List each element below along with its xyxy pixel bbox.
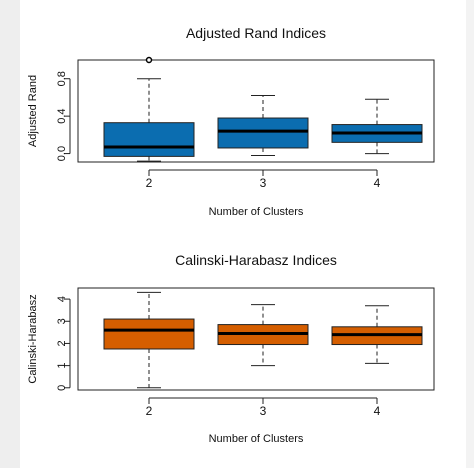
chart-canvas: Adjusted Rand Indices 0.0 0.4 0.8 Adjusted R… <box>27 25 435 445</box>
box-group-3 <box>217 95 309 156</box>
iqr-box <box>217 117 309 149</box>
adjusted-rand-panel: Adjusted Rand Indices 0.0 0.4 0.8 Adjusted R… <box>27 25 435 218</box>
chart-title: Calinski-Harabasz Indices <box>175 252 337 268</box>
plot-border <box>77 59 435 163</box>
chart-title: Adjusted Rand Indices <box>186 25 326 41</box>
box-group-2 <box>103 291 195 389</box>
x-tick-label: 3 <box>260 176 267 190</box>
iqr-box <box>103 318 195 350</box>
y-tick-label: 4 <box>56 296 68 302</box>
window-left-strip <box>0 0 20 468</box>
outlier-point <box>145 56 153 64</box>
y-tick-label: 2 <box>56 340 68 346</box>
x-tick-label: 4 <box>374 404 381 418</box>
iqr-box <box>103 122 195 157</box>
x-tick-label: 4 <box>374 176 381 190</box>
y-tick-label: 1 <box>56 363 68 369</box>
box-group-2 <box>103 56 195 162</box>
box-group-4 <box>331 305 423 364</box>
x-tick-label: 2 <box>146 404 153 418</box>
box-group-3 <box>217 304 309 367</box>
y-tick-label: 0.4 <box>56 108 68 123</box>
x-axis-label: Number of Clusters <box>209 206 304 218</box>
y-tick-label: 0.8 <box>56 71 68 86</box>
y-axis-label: Calinski-Harabasz <box>27 294 39 383</box>
box-group-4 <box>331 98 423 155</box>
x-tick-label: 3 <box>260 404 267 418</box>
x-axis-label: Number of Clusters <box>209 433 304 445</box>
y-tick-label: 0.0 <box>56 146 68 161</box>
x-tick-label: 2 <box>146 176 153 190</box>
y-axis-label: Adjusted Rand <box>27 75 39 147</box>
y-tick-label: 0 <box>56 385 68 391</box>
plot-border <box>77 287 435 391</box>
y-tick-label: 3 <box>56 318 68 324</box>
plot-area: Adjusted Rand Indices 0.0 0.4 0.8 Adjusted R… <box>20 0 474 468</box>
scrollbar-track[interactable] <box>466 0 474 468</box>
calinski-harabasz-panel: Calinski-Harabasz Indices 0 1 2 3 4 Calinski-H… <box>27 252 435 445</box>
